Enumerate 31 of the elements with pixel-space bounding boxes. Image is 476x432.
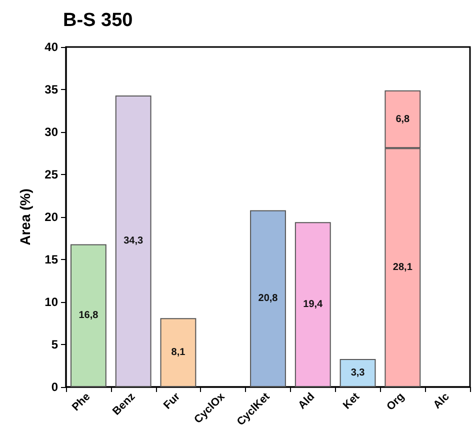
- data-label: 3,3: [350, 367, 366, 378]
- y-tick-label: 10: [44, 295, 58, 309]
- bar: [250, 210, 286, 387]
- y-tick-label: 15: [44, 252, 58, 266]
- data-label: 34,3: [124, 236, 144, 247]
- y-tick-label: 30: [44, 125, 58, 139]
- y-tick-label: 0: [51, 380, 58, 394]
- chart-title: B-S 350: [63, 10, 133, 31]
- x-tick-label: Phe: [70, 390, 93, 414]
- bar: [160, 318, 196, 387]
- y-tick-label: 5: [51, 338, 58, 352]
- x-tick-label: Org: [384, 390, 407, 414]
- x-tick-label: Fur: [161, 390, 183, 412]
- y-tick-label: 25: [44, 168, 58, 182]
- bar: [115, 95, 152, 387]
- x-tick-label: Ket: [341, 390, 362, 412]
- y-tick-label: 35: [44, 82, 58, 96]
- y-axis-title: Area (%): [17, 188, 33, 246]
- data-label: 6,8: [396, 114, 410, 125]
- data-label: 20,8: [258, 293, 278, 304]
- x-tick-label: Ald: [296, 390, 318, 412]
- y-tick-label: 40: [44, 40, 58, 54]
- bar: [340, 358, 376, 387]
- data-label: 16,8: [78, 310, 99, 322]
- data-label: 28,1: [392, 262, 413, 274]
- bar: [70, 244, 106, 387]
- data-label: 8,1: [171, 347, 186, 358]
- y-tick-label: 20: [44, 210, 58, 224]
- x-tick-label: Alc: [431, 390, 452, 412]
- data-label: 19,4: [303, 299, 324, 310]
- bar: [294, 222, 331, 387]
